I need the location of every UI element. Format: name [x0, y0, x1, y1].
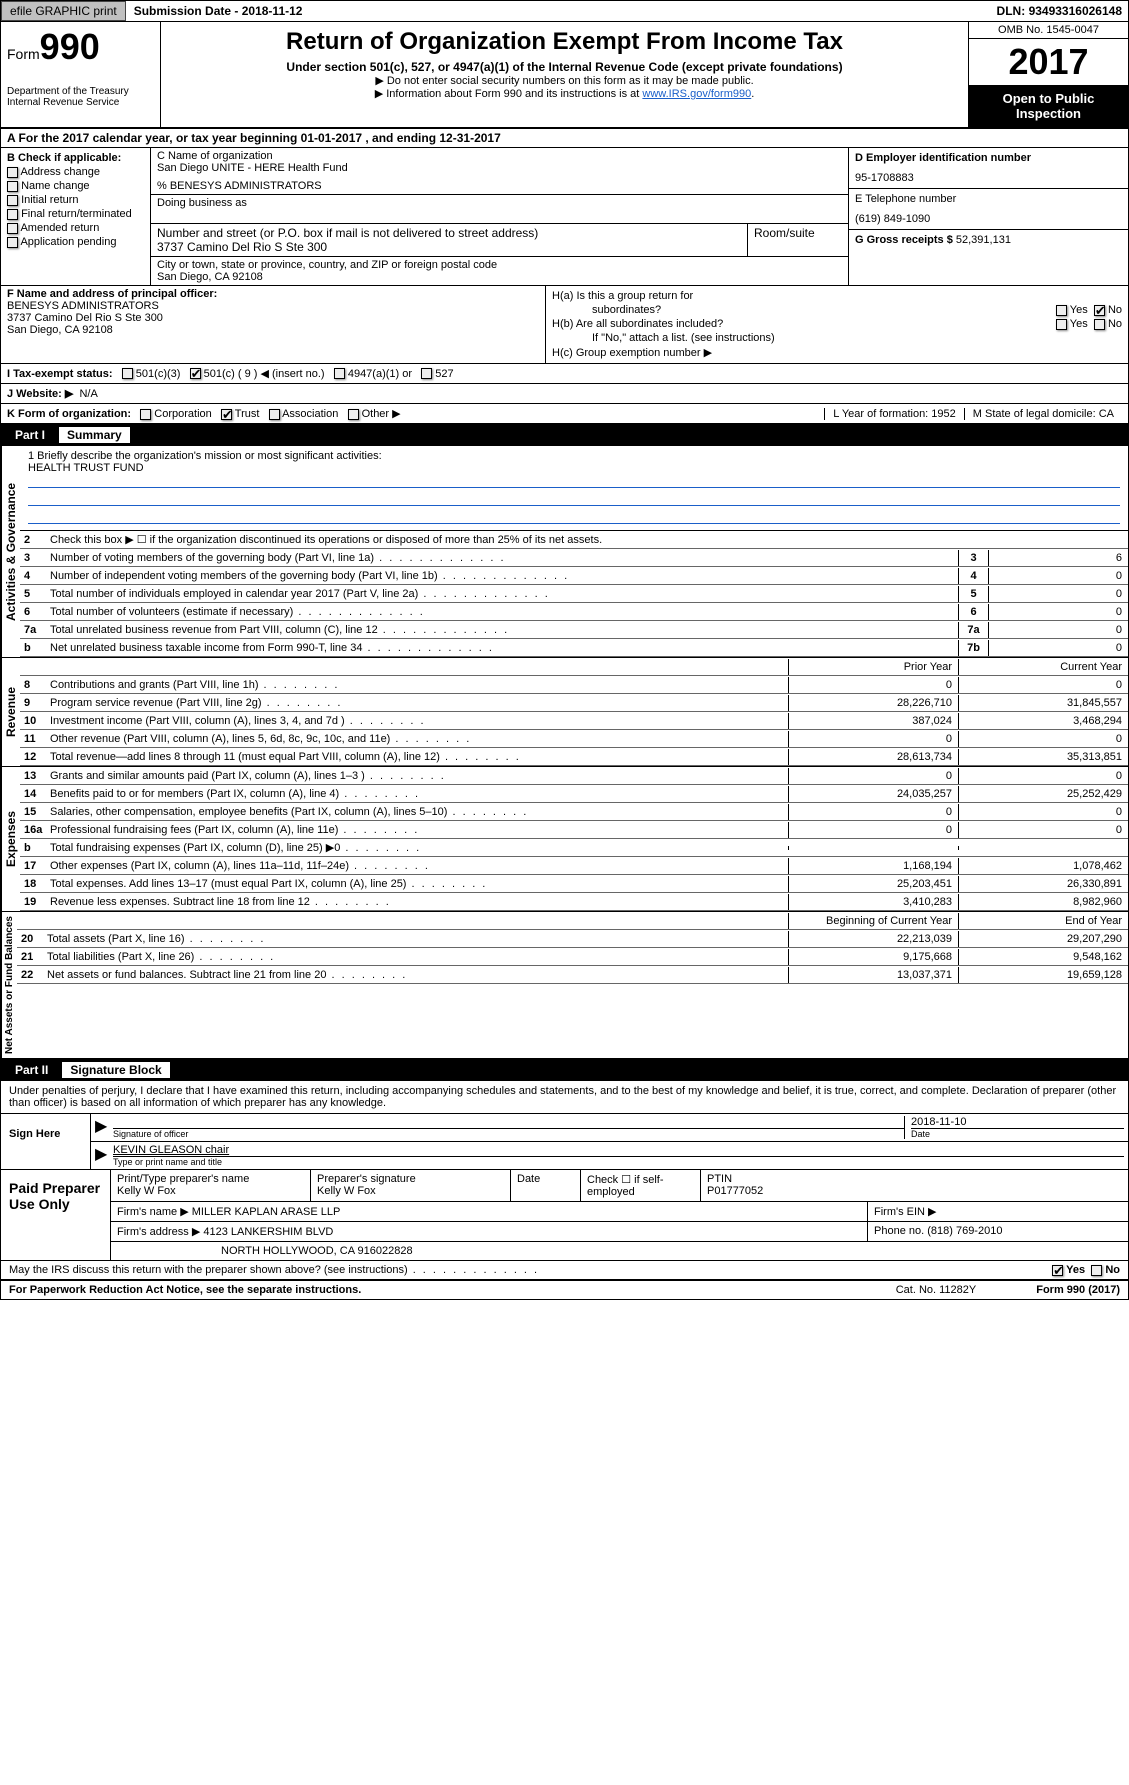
gross-receipts-cell: G Gross receipts $ 52,391,131	[849, 230, 1128, 250]
side-revenue: Revenue	[1, 658, 20, 766]
summary-line-6: 6Total number of volunteers (estimate if…	[20, 603, 1128, 621]
corporation-checkbox[interactable]	[140, 409, 151, 420]
officer-name-field: KEVIN GLEASON chairType or print name an…	[113, 1144, 1124, 1167]
summary-line-16a: 16aProfessional fundraising fees (Part I…	[20, 821, 1128, 839]
ha-yes-checkbox[interactable]	[1056, 305, 1067, 316]
principal-officer-cell: F Name and address of principal officer:…	[1, 286, 546, 363]
amended-return-checkbox[interactable]	[7, 223, 18, 234]
name-change-checkbox[interactable]	[7, 181, 18, 192]
ein-cell: D Employer identification number 95-1708…	[849, 148, 1128, 189]
sign-here-label: Sign Here	[1, 1114, 91, 1169]
signature-officer-field: Signature of officer	[113, 1116, 904, 1139]
summary-line-19: 19Revenue less expenses. Subtract line 1…	[20, 893, 1128, 911]
form-of-org-row: K Form of organization: Corporation Trus…	[1, 404, 1128, 424]
summary-line-21: 21Total liabilities (Part X, line 26)9,1…	[17, 948, 1128, 966]
sign-arrow-icon: ▶	[95, 1116, 113, 1139]
summary-line-15: 15Salaries, other compensation, employee…	[20, 803, 1128, 821]
summary-line-17: 17Other expenses (Part IX, column (A), l…	[20, 857, 1128, 875]
address-change-checkbox[interactable]	[7, 167, 18, 178]
box-b-checkboxes: B Check if applicable: Address change Na…	[1, 148, 151, 285]
hb-no-checkbox[interactable]	[1094, 319, 1105, 330]
application-pending-checkbox[interactable]	[7, 237, 18, 248]
submission-date-label: Submission Date - 2018-11-12	[134, 4, 303, 18]
side-expenses: Expenses	[1, 767, 20, 911]
trust-checkbox[interactable]	[221, 409, 232, 420]
summary-line-3: 3Number of voting members of the governi…	[20, 549, 1128, 567]
summary-line-12: 12Total revenue—add lines 8 through 11 (…	[20, 748, 1128, 766]
mission-block: 1 Briefly describe the organization's mi…	[20, 446, 1128, 531]
4947-checkbox[interactable]	[334, 368, 345, 379]
summary-line-7a: 7aTotal unrelated business revenue from …	[20, 621, 1128, 639]
room-suite-cell: Room/suite	[748, 224, 848, 256]
form-title: Return of Organization Exempt From Incom…	[171, 28, 958, 56]
summary-line-14: 14Benefits paid to or for members (Part …	[20, 785, 1128, 803]
side-net-assets: Net Assets or Fund Balances	[1, 912, 17, 1058]
preparer-city: NORTH HOLLYWOOD, CA 916022828	[111, 1242, 1128, 1260]
summary-line-9: 9Program service revenue (Part VIII, lin…	[20, 694, 1128, 712]
tax-exempt-status-row: I Tax-exempt status: 501(c)(3) 501(c) ( …	[1, 364, 1128, 384]
summary-line-7b: bNet unrelated business taxable income f…	[20, 639, 1128, 657]
preparer-row-1: Print/Type preparer's nameKelly W Fox Pr…	[111, 1170, 1128, 1202]
ha-no-checkbox[interactable]	[1094, 305, 1105, 316]
part-1-header: Part ISummary	[1, 424, 1128, 446]
initial-return-checkbox[interactable]	[7, 195, 18, 206]
summary-line-4: 4Number of independent voting members of…	[20, 567, 1128, 585]
summary-line-13: 13Grants and similar amounts paid (Part …	[20, 767, 1128, 785]
hb-yes-checkbox[interactable]	[1056, 319, 1067, 330]
part-2-header: Part IISignature Block	[1, 1059, 1128, 1081]
paid-preparer-label: Paid Preparer Use Only	[1, 1170, 111, 1260]
website-row: J Website: ▶ N/A	[1, 384, 1128, 404]
city-cell: City or town, state or province, country…	[151, 257, 848, 285]
efile-print-button[interactable]: efile GRAPHIC print	[1, 1, 126, 21]
section-a-tax-year: A For the 2017 calendar year, or tax yea…	[1, 129, 1128, 148]
501c3-checkbox[interactable]	[122, 368, 133, 379]
dba-cell: Doing business as	[151, 195, 848, 224]
summary-line-20: 20Total assets (Part X, line 16)22,213,0…	[17, 930, 1128, 948]
summary-line-5: 5Total number of individuals employed in…	[20, 585, 1128, 603]
street-address-cell: Number and street (or P.O. box if mail i…	[151, 224, 748, 256]
form-title-block: Return of Organization Exempt From Incom…	[161, 22, 968, 127]
org-name-cell: C Name of organization San Diego UNITE -…	[151, 148, 848, 195]
form-number-block: Form990 Department of the TreasuryIntern…	[1, 22, 161, 127]
summary-line-18: 18Total expenses. Add lines 13–17 (must …	[20, 875, 1128, 893]
preparer-firm-name: Firm's name ▶ MILLER KAPLAN ARASE LLP Fi…	[111, 1202, 1128, 1222]
name-arrow-icon: ▶	[95, 1144, 113, 1167]
discuss-no-checkbox[interactable]	[1091, 1265, 1102, 1276]
association-checkbox[interactable]	[269, 409, 280, 420]
dln: DLN: 93493316026148	[997, 4, 1128, 18]
telephone-cell: E Telephone number (619) 849-1090	[849, 189, 1128, 230]
summary-line-b: bTotal fundraising expenses (Part IX, co…	[20, 839, 1128, 857]
year-block: OMB No. 1545-0047 2017 Open to PublicIns…	[968, 22, 1128, 127]
summary-line-22: 22Net assets or fund balances. Subtract …	[17, 966, 1128, 984]
revenue-header: Prior YearCurrent Year	[20, 658, 1128, 676]
summary-line-10: 10Investment income (Part VIII, column (…	[20, 712, 1128, 730]
perjury-statement: Under penalties of perjury, I declare th…	[1, 1081, 1128, 1114]
summary-line-8: 8Contributions and grants (Part VIII, li…	[20, 676, 1128, 694]
net-header: Beginning of Current YearEnd of Year	[17, 912, 1128, 930]
preparer-firm-address: Firm's address ▶ 4123 LANKERSHIM BLVD Ph…	[111, 1222, 1128, 1242]
discuss-row: May the IRS discuss this return with the…	[1, 1261, 1128, 1281]
final-return-checkbox[interactable]	[7, 209, 18, 220]
side-governance: Activities & Governance	[1, 446, 20, 657]
other-checkbox[interactable]	[348, 409, 359, 420]
summary-line-11: 11Other revenue (Part VIII, column (A), …	[20, 730, 1128, 748]
irs-link[interactable]: www.IRS.gov/form990	[642, 88, 751, 100]
signature-date: 2018-11-10Date	[904, 1116, 1124, 1139]
501c-checkbox[interactable]	[190, 368, 201, 379]
discuss-yes-checkbox[interactable]	[1052, 1265, 1063, 1276]
line-2: 2Check this box ▶ ☐ if the organization …	[20, 531, 1128, 549]
group-return-cell: H(a) Is this a group return for subordin…	[546, 286, 1128, 363]
page-footer: For Paperwork Reduction Act Notice, see …	[1, 1281, 1128, 1299]
527-checkbox[interactable]	[421, 368, 432, 379]
